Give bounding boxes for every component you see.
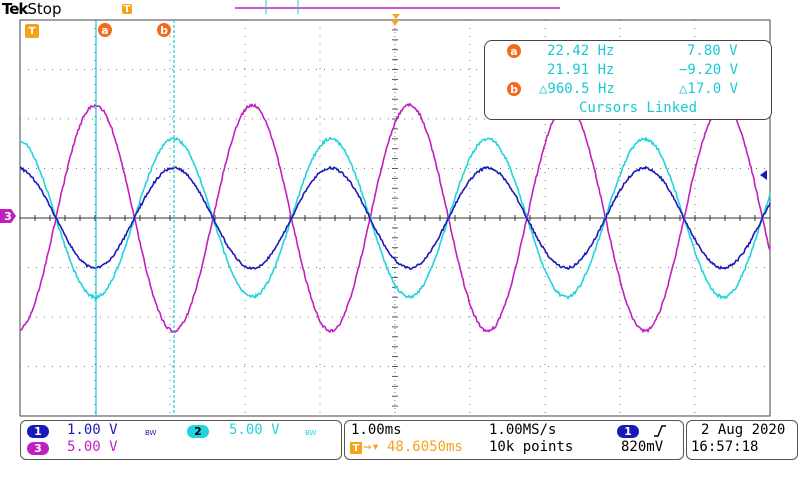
trigger-delay-arrow: →▾ [363, 439, 380, 455]
datetime-panel: 2 Aug 2020 16:57:18 [686, 420, 798, 460]
ch3-scale: 5.00 V [67, 439, 118, 455]
cursor-readout-panel: a 22.42 Hz 7.80 V 21.91 Hz −9.20 V b △96… [484, 40, 772, 120]
trigger-position: 48.6050ms [387, 439, 463, 455]
ch3-ground-marker-label: 3 [4, 210, 12, 223]
readout-cursor-b-label: b [510, 83, 518, 96]
ch2-scale: 5.00 V [229, 422, 280, 438]
trigger-level: 820mV [621, 439, 663, 455]
trigger-delay-icon-label: T [353, 443, 360, 454]
rising-edge-icon [653, 424, 667, 438]
readout-cursor-a-icon: a [507, 44, 521, 58]
sample-rate: 1.00MS/s [489, 422, 556, 438]
cursor-a-label: a [101, 24, 108, 37]
ch1-badge[interactable]: 1 [27, 425, 49, 438]
ch1-scale: 1.00 V [67, 422, 118, 438]
time-per-division: 1.00ms [351, 422, 402, 438]
trigger-time-marker-icon[interactable]: T [25, 24, 39, 38]
ch2-bw-limit: BW [305, 429, 316, 437]
trigger-delay-icon: T [350, 442, 362, 454]
trigger-source-id: 1 [624, 425, 632, 438]
cursor-a-icon[interactable]: a [98, 23, 112, 37]
cursor-b-label: b [160, 24, 168, 37]
timebase-trigger-panel[interactable]: 1.00ms 1.00MS/s T →▾ 48.6050ms 10k point… [344, 420, 684, 460]
trigger-source-badge[interactable]: 1 [617, 425, 639, 438]
record-length: 10k points [489, 439, 573, 455]
time: 16:57:18 [691, 439, 758, 455]
cursor-b-voltage: −9.20 V [679, 62, 738, 78]
cursor-a-frequency: 22.42 Hz [547, 43, 614, 59]
readout-cursor-b-icon: b [507, 82, 521, 96]
cursor-delta-voltage: △17.0 V [679, 81, 738, 97]
cursor-b-icon[interactable]: b [157, 23, 171, 37]
ch3-id: 3 [34, 442, 42, 455]
trigger-point-marker [391, 20, 399, 26]
cursor-delta-frequency: △960.5 Hz [539, 81, 615, 97]
ch2-id: 2 [194, 425, 202, 438]
trigger-time-marker-label: T [29, 26, 36, 37]
ch3-badge[interactable]: 3 [27, 442, 49, 455]
date: 2 Aug 2020 [701, 422, 785, 438]
cursor-b-frequency: 21.91 Hz [547, 62, 614, 78]
cursor-mode-label: Cursors Linked [579, 100, 697, 116]
ch1-id: 1 [34, 425, 42, 438]
channel-settings-panel[interactable]: 1 1.00 V BW 2 5.00 V BW 3 5.00 V [20, 420, 342, 460]
cursor-a-voltage: 7.80 V [687, 43, 738, 59]
trigger-level-arrow-icon [760, 170, 767, 180]
ch2-badge[interactable]: 2 [187, 425, 209, 438]
readout-cursor-a-label: a [510, 45, 517, 58]
ch1-bw-limit: BW [145, 429, 156, 437]
